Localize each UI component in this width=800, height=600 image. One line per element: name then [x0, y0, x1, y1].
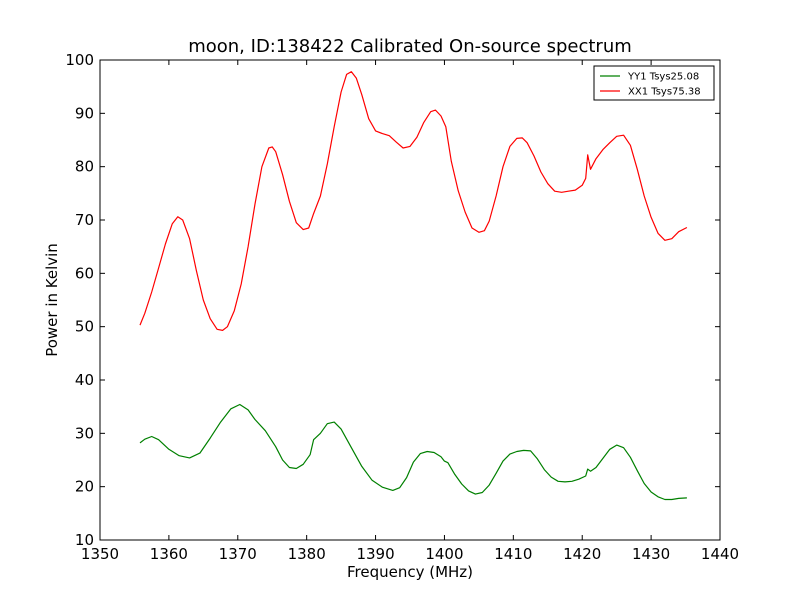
y-tick-label: 90 — [75, 104, 94, 122]
x-tick-label: 1440 — [701, 545, 739, 563]
y-tick-label: 50 — [75, 318, 94, 336]
x-tick-label: 1360 — [150, 545, 188, 563]
series-line-2 — [139, 71, 688, 331]
y-axis-label: Power in Kelvin — [43, 243, 61, 357]
y-tick-label: 40 — [75, 371, 94, 389]
y-tick-label: 100 — [65, 51, 94, 69]
y-tick-label: 30 — [75, 424, 94, 442]
y-tick-label: 70 — [75, 211, 94, 229]
y-tick-label: 60 — [75, 264, 94, 282]
series-layer — [139, 71, 688, 501]
x-tick-label: 1420 — [563, 545, 601, 563]
plot-area — [99, 59, 721, 541]
legend-box — [593, 65, 715, 101]
legend-entry: XX1 Tsys75.38 — [628, 87, 701, 98]
x-axis: 1350 1360 1370 1380 1390 1400 1410 1420 1430 1440 — [81, 60, 739, 563]
legend: YY1 Tsys25.08 XX1 Tsys75.38 — [593, 65, 715, 101]
y-axis: 10 20 30 40 50 60 70 80 90 100 — [65, 51, 720, 549]
chart-title: moon, ID:138422 Calibrated On-source spe… — [188, 36, 632, 57]
legend-entry: YY1 Tsys25.08 — [627, 72, 699, 83]
plot-frame — [99, 59, 721, 541]
x-tick-label: 1350 — [81, 545, 119, 563]
x-tick-label: 1430 — [632, 545, 670, 563]
x-tick-label: 1370 — [219, 545, 257, 563]
y-tick-label: 20 — [75, 478, 94, 496]
x-tick-label: 1400 — [425, 545, 463, 563]
series-line-1 — [139, 403, 687, 501]
x-tick-label: 1380 — [288, 545, 326, 563]
x-tick-label: 1390 — [356, 545, 394, 563]
y-tick-label: 80 — [75, 158, 94, 176]
x-axis-label: Frequency (MHz) — [347, 563, 473, 581]
y-tick-label: 10 — [75, 531, 94, 549]
x-tick-label: 1410 — [494, 545, 532, 563]
